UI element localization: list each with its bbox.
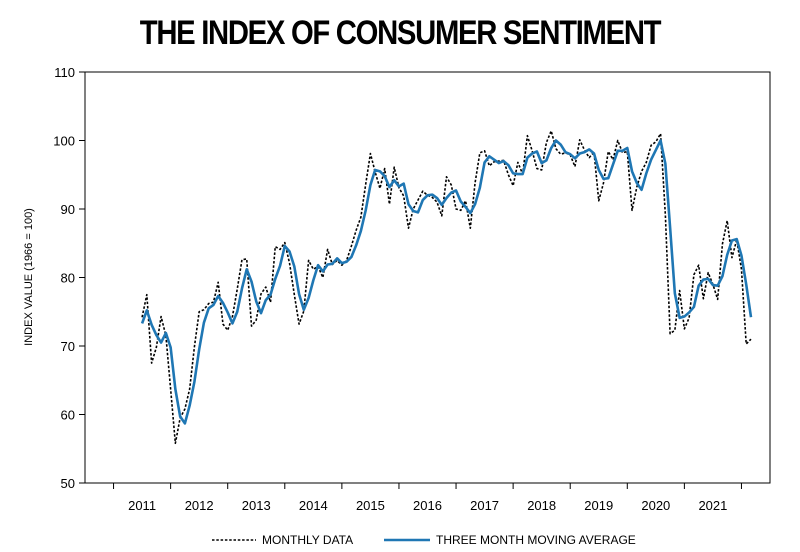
x-tick-label: 2016 [413, 498, 442, 513]
x-tick-label: 2013 [242, 498, 271, 513]
series-group [140, 130, 753, 445]
x-tick-label: 2018 [527, 498, 556, 513]
x-tick-label: 2012 [185, 498, 214, 513]
x-tick-label: 2015 [356, 498, 385, 513]
x-tick-label: 2014 [299, 498, 328, 513]
y-tick-label: 70 [61, 339, 75, 354]
x-tick-label: 2021 [698, 498, 727, 513]
series-line-moving-average [140, 139, 753, 425]
x-axis-ticks: 2011 2012 2013 2014 2015 2016 2017 2018 2019 2020… [113, 483, 742, 513]
x-tick-label: 2011 [128, 498, 156, 513]
y-tick-label: 50 [61, 476, 75, 491]
x-tick-label: 2020 [641, 498, 670, 513]
y-tick-label: 80 [61, 271, 75, 286]
y-tick-label: 90 [61, 202, 75, 217]
x-tick-label: 2017 [470, 498, 499, 513]
chart-title: THE INDEX OF CONSUMER SENTIMENT [139, 14, 662, 52]
x-tick-label: 2019 [584, 498, 613, 513]
y-axis-title: INDEX VALUE (1966 = 100) [23, 208, 35, 346]
legend: MONTHLY DATA THREE MONTH MOVING AVERAGE [212, 533, 636, 547]
legend-label-monthly: MONTHLY DATA [262, 533, 353, 547]
legend-label-moving-average: THREE MONTH MOVING AVERAGE [436, 533, 636, 547]
y-tick-label: 60 [61, 408, 75, 423]
y-tick-label: 110 [54, 65, 75, 80]
series-line-monthly [141, 130, 752, 445]
y-axis-ticks: 50 60 70 80 90 100 110 [53, 65, 85, 491]
y-tick-label: 100 [53, 134, 75, 149]
